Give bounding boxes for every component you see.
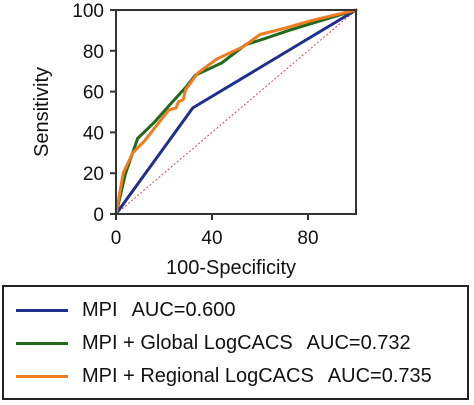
legend-swatch-global	[16, 341, 68, 345]
y-tick-label: 20	[83, 164, 104, 185]
roc-chart: 0 40 80 0 20 40 60 80 100 100-Specificity Sensit…	[31, 1, 358, 279]
y-axis-title: Sensitivity	[31, 67, 53, 157]
legend-label-mpi: MPI	[82, 298, 118, 321]
y-tick-label: 80	[83, 42, 104, 63]
legend-swatch-regional	[16, 374, 68, 378]
legend-auc-mpi: AUC=0.600	[131, 298, 236, 321]
series-line-regional-logcacs	[114, 8, 358, 216]
y-tick-label: 60	[83, 83, 104, 104]
legend-item-regional: MPI + Regional LogCACS AUC=0.735	[16, 361, 432, 391]
legend-label-global: MPI + Global LogCACS	[82, 331, 293, 354]
y-tick-label: 0	[93, 205, 104, 226]
legend-auc-regional: AUC=0.735	[327, 364, 432, 387]
x-tick-label: 0	[111, 228, 122, 249]
legend-item-global: MPI + Global LogCACS AUC=0.732	[16, 328, 411, 358]
series-line-mpi	[114, 8, 358, 216]
reference-diagonal	[115, 9, 357, 215]
x-tick-label: 40	[201, 228, 222, 249]
y-tick-label: 40	[83, 123, 104, 144]
series-layer	[114, 8, 358, 216]
legend-label-regional: MPI + Regional LogCACS	[82, 364, 314, 387]
y-tick-label: 100	[72, 1, 104, 22]
reference-diagonal-layer	[115, 9, 357, 215]
plot-area-frame	[115, 9, 357, 215]
ticks-layer: 0 40 80 0 20 40 60 80 100	[72, 1, 318, 249]
legend: MPI AUC=0.600 MPI + Global LogCACS AUC=0…	[2, 285, 469, 400]
legend-swatch-mpi	[16, 308, 68, 312]
x-tick-label: 80	[297, 228, 318, 249]
legend-item-mpi: MPI AUC=0.600	[16, 295, 236, 325]
legend-auc-global: AUC=0.732	[306, 331, 411, 354]
x-axis-title: 100-Specificity	[166, 257, 296, 279]
